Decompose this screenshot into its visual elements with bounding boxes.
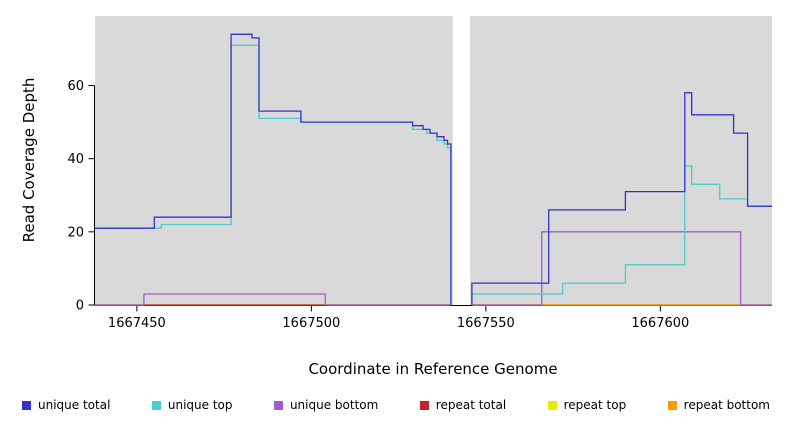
y-tick-label: 40 xyxy=(67,152,84,167)
unique-bottom-line xyxy=(471,231,772,306)
legend-item-unique-bottom: unique bottom xyxy=(273,398,379,412)
legend-label-unique-total: unique total xyxy=(38,398,111,412)
unique-total-line xyxy=(95,33,452,305)
legend-item-repeat-top: repeat top xyxy=(547,398,627,412)
x-tick-label: 1667550 xyxy=(457,316,515,331)
legend-label-unique-top: unique top xyxy=(167,398,233,412)
x-tick-label: 1667600 xyxy=(631,316,689,331)
unique-bottom-line xyxy=(95,293,451,306)
legend-item-repeat-total: repeat total xyxy=(419,398,507,412)
y-tick-label: 0 xyxy=(76,299,84,314)
legend-swatch-repeat-top xyxy=(547,400,557,410)
y-axis-label: Read Coverage Depth xyxy=(20,77,38,243)
x-axis-label: Coordinate in Reference Genome xyxy=(308,360,558,378)
x-tick-label: 1667500 xyxy=(282,316,340,331)
y-tick-label: 60 xyxy=(67,79,84,94)
legend-item-unique-total: unique total xyxy=(22,398,110,412)
legend-swatch-unique-total xyxy=(22,400,31,410)
y-tick-label: 20 xyxy=(67,225,84,240)
chart-legend: unique total unique top unique bottom repea… xyxy=(0,398,792,412)
plot-panel-right xyxy=(470,16,772,305)
legend-swatch-unique-top xyxy=(151,400,161,410)
legend-swatch-repeat-total xyxy=(419,400,429,410)
plot-panel-left xyxy=(95,16,453,305)
x-tick-label: 1667450 xyxy=(108,316,166,331)
legend-swatch-repeat-bottom xyxy=(667,400,677,410)
legend-label-repeat-bottom: repeat bottom xyxy=(683,398,770,412)
unique-total-line xyxy=(471,92,772,305)
legend-label-unique-bottom: unique bottom xyxy=(289,398,379,412)
legend-item-unique-top: unique top xyxy=(151,398,233,412)
legend-item-repeat-bottom: repeat bottom xyxy=(667,398,770,412)
legend-label-repeat-top: repeat top xyxy=(563,398,627,412)
legend-label-repeat-total: repeat total xyxy=(435,398,507,412)
legend-swatch-unique-bottom xyxy=(273,400,283,410)
